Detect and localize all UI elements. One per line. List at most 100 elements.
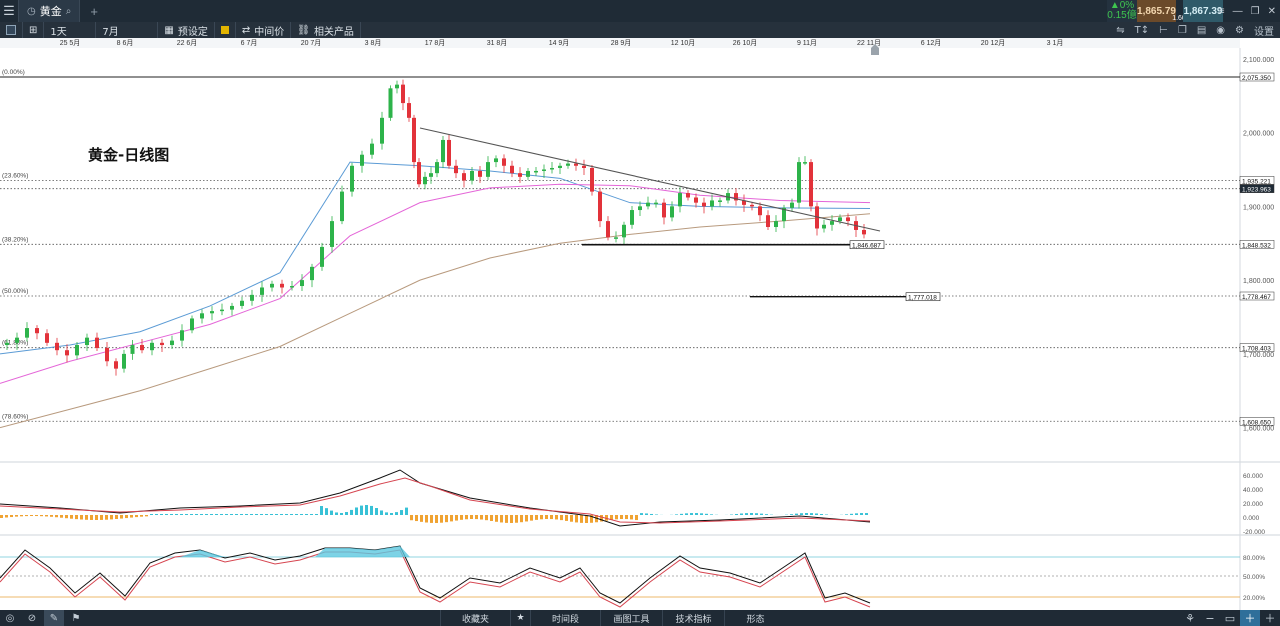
patterns-tab[interactable]: 形态 [724, 610, 786, 626]
support-label: 1,846.687 [852, 243, 881, 250]
macd-axis-tick: -20.000 [1243, 529, 1265, 536]
add-tab-button[interactable]: + [90, 3, 98, 19]
candle-body [210, 311, 214, 314]
x-axis-tick: 22 11月 [857, 39, 881, 47]
pen-icon[interactable]: ✎ [44, 610, 64, 626]
layers-icon[interactable]: ▤ [1196, 24, 1207, 36]
candle-body [447, 139, 451, 166]
favorites-tab[interactable]: 收藏夹 [440, 610, 510, 626]
drawing-tools-tab[interactable]: 画图工具 [600, 610, 662, 626]
candle-body [518, 173, 522, 177]
buy-price-button[interactable]: 1,867.39 [1183, 0, 1223, 22]
magnet-icon[interactable]: ⚑ [71, 612, 81, 624]
chart-area[interactable]: 25 5月 8 6月 22 6月 6 7月 20 7月 3 8月 17 8月 31 8月 14 … [0, 38, 1280, 610]
macd-histogram-bar [450, 515, 453, 522]
indicators-tab[interactable]: 技术指标 [662, 610, 724, 626]
macd-histogram-bar [705, 513, 708, 515]
timeframe-tab[interactable]: 时间段 [530, 610, 600, 626]
crosshair-toggle-icon[interactable]: ＋ [1264, 612, 1276, 625]
candle-body [670, 206, 674, 218]
block-icon[interactable]: ⊘ [27, 612, 37, 624]
price-chart[interactable]: 25 5月 8 6月 22 6月 6 7月 20 7月 3 8月 17 8月 31 8月 14 … [0, 38, 1280, 610]
gear-icon[interactable]: ⚙ [1235, 24, 1244, 36]
color-swatch-button[interactable] [215, 22, 236, 38]
macd-histogram-bar [855, 513, 858, 515]
candle-body [310, 266, 314, 281]
chart-title: 黄金-日线图 [88, 146, 170, 164]
macd-histogram-bar [500, 515, 503, 523]
macd-histogram-bar [540, 515, 543, 520]
macd-histogram-bar [820, 514, 823, 515]
candle-body [220, 309, 224, 312]
macd-histogram-bar [490, 515, 493, 521]
settings-label[interactable]: 设置 [1254, 26, 1274, 38]
compare-icon[interactable]: ⇋ [1116, 24, 1125, 36]
macd-histogram-bar [445, 515, 448, 523]
candle-body [630, 210, 634, 225]
macd-histogram-bar [805, 513, 808, 515]
macd-histogram-bar [565, 515, 568, 521]
restore-icon[interactable]: ❐ [1250, 5, 1260, 17]
chart-type-button[interactable] [0, 22, 23, 38]
macd-histogram-bar [295, 514, 298, 515]
macd-histogram-bar [190, 514, 193, 515]
candle-body [462, 173, 466, 181]
tree-icon[interactable]: ⚘ [1185, 611, 1195, 625]
range-select[interactable]: 7月 [96, 22, 159, 38]
macd-histogram-bar [135, 515, 138, 518]
macd-histogram-bar [240, 514, 243, 515]
hamburger-icon[interactable]: ☰ [3, 3, 15, 18]
macd-histogram-bar [370, 505, 373, 515]
macd-histogram-bar [755, 513, 758, 515]
globe-icon[interactable]: ◎ [5, 612, 15, 624]
level-badge [1239, 240, 1275, 249]
macd-histogram-bar [680, 513, 683, 515]
scroll-marker-icon[interactable] [871, 44, 879, 55]
candle-body [598, 191, 602, 222]
change-value: 0.15億 [1107, 10, 1137, 21]
candle-body [614, 237, 618, 239]
trendline [419, 127, 881, 232]
mid-price-button[interactable]: ⇄ 中间价 [236, 22, 292, 38]
search-icon[interactable]: ⌕ [65, 5, 72, 17]
list-icon[interactable]: ≡ [1218, 5, 1225, 17]
level-badge [1239, 72, 1275, 82]
zoom-reset-icon[interactable]: ▭ [1224, 611, 1236, 625]
zoom-out-icon[interactable]: − [1205, 611, 1215, 625]
text-icon[interactable]: T↕ [1134, 24, 1150, 36]
layout-button[interactable]: ⊞ [23, 22, 45, 38]
candle-body [75, 345, 79, 356]
candle-body [380, 117, 384, 144]
close-icon[interactable]: ✕ [1267, 5, 1276, 17]
range-label: 7月 [102, 26, 119, 38]
macd-histogram-bar [275, 514, 278, 515]
camera-icon[interactable]: ◉ [1216, 24, 1226, 36]
candle-body [470, 170, 474, 181]
macd-histogram-bar [375, 508, 378, 515]
minimize-icon[interactable]: — [1232, 5, 1243, 17]
candle-body [340, 191, 344, 222]
interval-select[interactable]: 1天 [44, 22, 97, 38]
macd-histogram-bar [340, 512, 343, 515]
preset-button[interactable]: ▦ 预设定 [158, 22, 215, 38]
copy-icon[interactable]: ❐ [1177, 24, 1187, 36]
candle-body [370, 143, 374, 155]
osc-axis-tick: 50.00% [1243, 574, 1265, 581]
macd-histogram-bar [330, 510, 333, 515]
macd-histogram-bar [860, 513, 863, 515]
macd-histogram-bar [575, 515, 578, 523]
macd-histogram-bar [710, 514, 713, 515]
macd-histogram-bar [635, 515, 638, 521]
crosshair-icon[interactable]: ⊢ [1159, 24, 1168, 36]
fib-label: (78.60%) [2, 413, 28, 420]
instrument-tab[interactable]: ◷ 黄金 ⌕ [18, 0, 81, 22]
macd-histogram-bar [175, 514, 178, 515]
related-products-button[interactable]: ⛓ 相关产品 [291, 22, 361, 38]
star-icon[interactable]: ★ [510, 610, 530, 626]
macd-histogram-bar [600, 515, 603, 522]
macd-histogram-bar [355, 507, 358, 515]
sell-price-button[interactable]: 1,865.79 [1137, 0, 1176, 22]
zoom-in-icon[interactable]: ＋ [1240, 610, 1260, 626]
macd-histogram-bar [700, 513, 703, 515]
macd-histogram-bar [250, 514, 253, 515]
